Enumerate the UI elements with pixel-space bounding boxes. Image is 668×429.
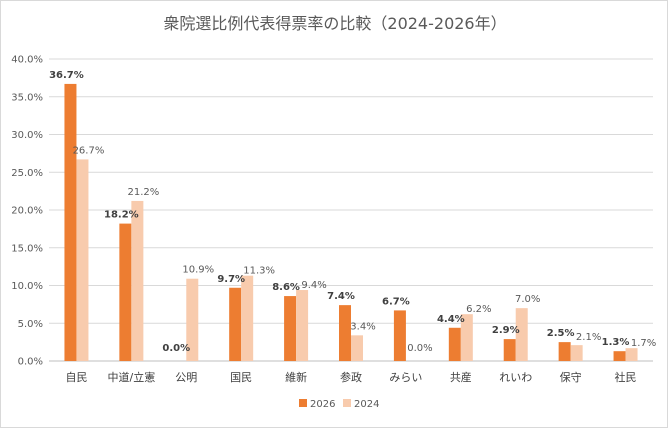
category-label: みらい: [389, 371, 422, 384]
bars: [64, 83, 638, 361]
data-label-2024: 9.4%: [301, 280, 326, 291]
data-label-2026: 36.7%: [49, 70, 84, 81]
category-label: 公明: [175, 371, 197, 384]
category-label: 社民: [615, 370, 637, 384]
y-tick-label: 35.0%: [11, 92, 43, 103]
bar-2026: [119, 223, 132, 361]
category-label: 自民: [65, 371, 87, 384]
data-label-2024: 3.4%: [350, 321, 375, 332]
bar-2026: [64, 83, 77, 361]
y-tick-label: 5.0%: [18, 319, 43, 330]
bar-2024: [131, 200, 144, 361]
y-tick-label: 30.0%: [11, 130, 43, 141]
gridlines: [49, 58, 653, 362]
bar-2024: [186, 278, 199, 361]
legend-swatch: [299, 399, 307, 407]
y-axis-ticks: 0.0% 5.0% 10.0% 15.0% 20.0% 25.0% 30.0% 35.0% 40…: [11, 55, 43, 368]
category-label: 中道/立憲: [108, 370, 156, 384]
data-label-2024: 21.2%: [127, 187, 159, 198]
bar-2026: [558, 342, 571, 361]
chart-title: 衆院選比例代表得票率の比較（2024-2026年）: [163, 14, 506, 33]
y-tick-label: 15.0%: [11, 243, 43, 254]
bar-2026: [229, 287, 242, 361]
bar-2024: [351, 335, 363, 361]
data-label-2026: 7.4%: [327, 291, 355, 302]
bar-2026: [284, 296, 297, 361]
bar-2024: [76, 159, 89, 361]
bar-2024: [570, 345, 583, 361]
data-label-2024: 0.0%: [407, 343, 432, 354]
category-label: 共産: [450, 371, 472, 384]
bar-2026: [613, 351, 626, 361]
legend-label: 2026: [310, 399, 335, 410]
data-label-2024: 10.9%: [182, 265, 214, 276]
data-label-2026: 1.3%: [602, 337, 630, 348]
y-tick-label: 20.0%: [11, 206, 43, 217]
data-label-2026: 9.7%: [217, 274, 245, 285]
legend-label: 2024: [354, 399, 379, 410]
data-label-2026: 2.5%: [547, 328, 575, 339]
data-label-2026: 2.9%: [492, 325, 520, 336]
bar-2024: [515, 308, 528, 361]
bar-2026: [448, 327, 461, 361]
bar-2024: [241, 275, 254, 361]
data-label-2024: 26.7%: [73, 145, 105, 156]
category-label: れいわ: [499, 371, 532, 384]
y-tick-label: 0.0%: [18, 357, 43, 368]
legend: 2026 2024: [299, 399, 379, 410]
category-label: 参政: [340, 370, 362, 384]
bar-2026: [339, 305, 351, 361]
data-label-2026: 4.4%: [437, 314, 465, 325]
bar-2024: [296, 290, 309, 361]
data-label-2024: 2.1%: [576, 332, 601, 343]
bar-2024: [460, 314, 473, 361]
data-label-2026: 6.7%: [382, 296, 410, 307]
bar-2024: [625, 348, 638, 361]
data-label-2024: 6.2%: [466, 304, 491, 315]
x-axis-categories: 自民 中道/立憲 公明 国民 維新 参政 みらい 共産 れいわ 保守 社民: [65, 370, 636, 384]
y-tick-label: 10.0%: [11, 281, 43, 292]
legend-swatch: [343, 399, 351, 407]
data-label-2026: 0.0%: [162, 343, 190, 354]
category-label: 国民: [230, 371, 252, 384]
bar-2026: [393, 310, 406, 361]
category-label: 維新: [285, 370, 307, 384]
data-label-2024: 7.0%: [515, 294, 540, 305]
category-label: 保守: [560, 370, 582, 384]
data-labels: 36.7% 26.7% 18.2% 21.2% 0.0% 10.9%9.7%11.3% 8.…: [49, 70, 656, 354]
data-label-2024: 1.7%: [631, 338, 656, 349]
y-tick-label: 40.0%: [11, 55, 43, 66]
data-label-2026: 8.6%: [272, 282, 300, 293]
data-label-2024: 11.3%: [243, 266, 275, 277]
bar-2026: [503, 339, 516, 361]
y-tick-label: 25.0%: [11, 168, 43, 179]
data-label-2026: 18.2%: [104, 210, 139, 221]
